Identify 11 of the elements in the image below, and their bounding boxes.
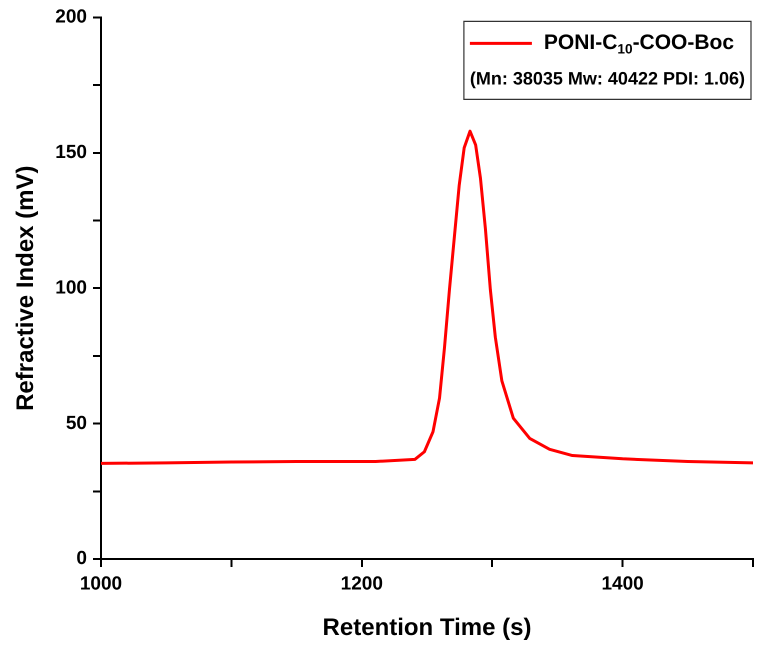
x-tick-label: 1400 xyxy=(601,574,644,595)
y-tick-label: 150 xyxy=(55,142,87,164)
y-tick-label: 100 xyxy=(55,277,87,298)
y-tick-label: 50 xyxy=(66,412,87,434)
y-axis-title: Refractive Index (mV) xyxy=(12,165,40,411)
x-tick-label: 1000 xyxy=(80,574,122,595)
x-axis-title: Retention Time (s) xyxy=(322,614,532,642)
y-tick-label: 0 xyxy=(76,548,87,570)
annotation: (Mn: 38035 Mw: 40422 PDI: 1.06) xyxy=(470,68,746,88)
y-tick-label: 200 xyxy=(55,6,87,28)
x-tick-label: 1200 xyxy=(340,574,383,595)
